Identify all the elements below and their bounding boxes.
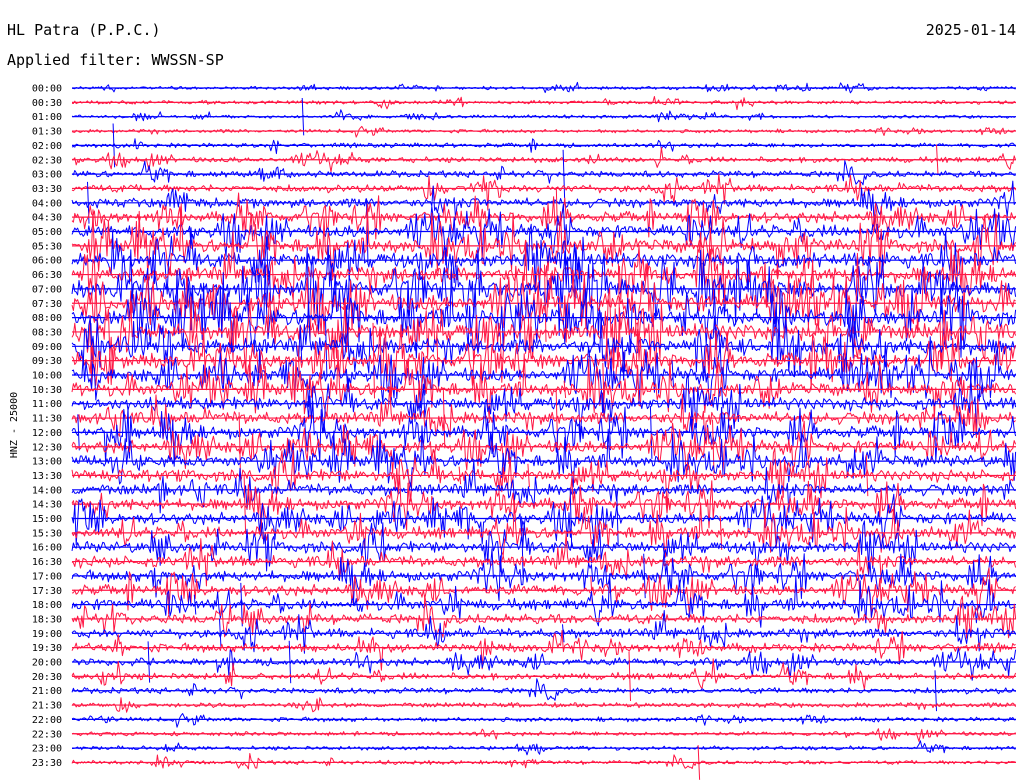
time-tick-label: 22:00 [32, 715, 62, 726]
time-tick-label: 07:00 [32, 284, 62, 295]
time-tick-label: 11:00 [32, 399, 62, 410]
time-tick-label: 20:30 [32, 672, 62, 683]
time-tick-label: 18:30 [32, 614, 62, 625]
station-title: HL Patra (P.P.C.) [7, 21, 161, 39]
seismic-trace-2300 [72, 740, 1016, 756]
seismic-trace-0830 [71, 287, 1017, 385]
time-tick-label: 11:30 [32, 414, 62, 425]
time-tick-label: 07:30 [32, 299, 62, 310]
seismic-trace-1330 [71, 447, 1017, 508]
time-tick-label: 20:00 [32, 658, 62, 669]
time-tick-label: 12:00 [32, 428, 62, 439]
time-tick-label: 14:30 [32, 500, 62, 511]
time-tick-label: 01:30 [32, 127, 62, 138]
time-tick-label: 01:00 [32, 112, 62, 123]
seismic-trace-1100 [71, 373, 1017, 439]
time-tick-label: 10:30 [32, 385, 62, 396]
time-tick-label: 02:00 [32, 141, 62, 152]
seismic-trace-1200 [71, 400, 1017, 467]
time-tick-label: 18:00 [32, 600, 62, 611]
seismic-trace-1630 [71, 533, 1017, 587]
time-tick-label: 03:30 [32, 184, 62, 195]
time-tick-label: 15:00 [32, 514, 62, 525]
time-tick-label: 05:00 [32, 227, 62, 238]
date-label: 2025-01-14 [926, 21, 1016, 39]
time-tick-label: 04:30 [32, 213, 62, 224]
time-tick-group: 00:00 00:30 01:00 01:30 02:00 02:30 03:00 03:30… [32, 84, 62, 769]
time-tick-label: 22:30 [32, 729, 62, 740]
time-tick-label: 13:30 [32, 471, 62, 482]
seismic-trace-2200 [71, 713, 1016, 728]
time-tick-label: 10:00 [32, 371, 62, 382]
time-tick-label: 06:30 [32, 270, 62, 281]
time-tick-label: 19:00 [32, 629, 62, 640]
time-tick-label: 19:30 [32, 643, 62, 654]
time-tick-label: 00:30 [32, 98, 62, 109]
seismic-trace-1830 [71, 595, 1017, 639]
time-tick-label: 03:00 [32, 170, 62, 181]
y-axis-label: HNZ - 25000 [9, 392, 20, 458]
time-tick-label: 16:30 [32, 557, 62, 568]
seismic-trace-0130 [71, 125, 1016, 138]
trace-group [71, 81, 1017, 780]
time-tick-label: 02:30 [32, 155, 62, 166]
time-tick-label: 15:30 [32, 528, 62, 539]
time-tick-label: 09:30 [32, 356, 62, 367]
time-tick-label: 06:00 [32, 256, 62, 267]
seismic-trace-2230 [71, 728, 1016, 742]
time-tick-label: 14:00 [32, 485, 62, 496]
time-tick-label: 00:00 [32, 84, 62, 95]
filter-label: Applied filter: WWSSN-SP [7, 51, 224, 69]
time-tick-label: 08:30 [32, 327, 62, 338]
time-tick-label: 23:30 [32, 758, 62, 769]
time-tick-label: 16:00 [32, 543, 62, 554]
time-tick-label: 17:30 [32, 586, 62, 597]
time-tick-label: 09:00 [32, 342, 62, 353]
time-tick-label: 08:00 [32, 313, 62, 324]
seismic-trace-1400 [71, 460, 1016, 514]
time-tick-label: 12:30 [32, 442, 62, 453]
time-tick-label: 23:00 [32, 744, 62, 755]
seismic-trace-0530 [71, 203, 1017, 278]
time-tick-label: 13:00 [32, 457, 62, 468]
time-tick-label: 05:30 [32, 241, 62, 252]
time-tick-label: 21:30 [32, 701, 62, 712]
time-tick-label: 21:00 [32, 686, 62, 697]
seismic-trace-0030 [71, 96, 1016, 111]
time-tick-label: 04:00 [32, 198, 62, 209]
seismic-trace-1430 [71, 474, 1017, 536]
time-tick-label: 17:00 [32, 571, 62, 582]
